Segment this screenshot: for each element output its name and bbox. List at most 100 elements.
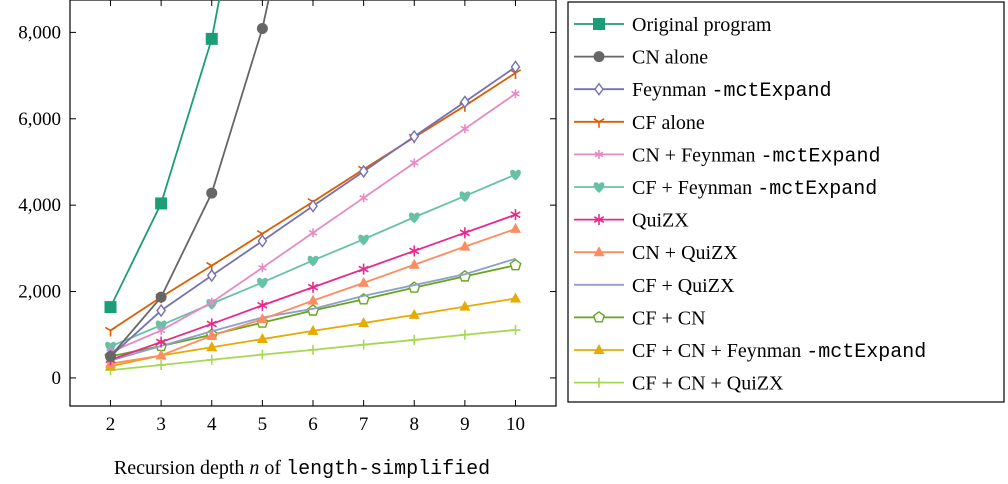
data-point — [358, 164, 369, 179]
legend-label: CF + CN + QuiZX — [632, 373, 784, 395]
data-point — [459, 329, 470, 340]
legend-marker — [593, 18, 605, 30]
legend-label-code: -mctExpand — [761, 145, 881, 168]
legend-marker — [593, 182, 605, 193]
data-point — [409, 334, 420, 345]
x-tick-label: 9 — [460, 414, 470, 435]
series-cn-feynman-mctexpand — [106, 89, 520, 357]
legend-label: CN + QuiZX — [632, 242, 738, 264]
data-point — [459, 227, 471, 239]
legend-marker — [593, 344, 605, 354]
legend-label-code: -mctExpand — [806, 341, 926, 364]
data-point — [510, 209, 521, 221]
data-point — [510, 169, 521, 181]
data-point — [510, 292, 521, 303]
legend-marker — [594, 82, 604, 96]
data-point — [359, 193, 368, 203]
data-point — [510, 60, 521, 74]
series-line — [110, 257, 516, 362]
data-point — [308, 344, 318, 355]
y-tick-label: 8,000 — [18, 22, 61, 43]
legend-label: QuiZX — [632, 210, 689, 232]
data-point — [459, 300, 471, 311]
data-point — [257, 299, 268, 311]
legend-label-text: Feynman — [632, 79, 711, 101]
data-point — [105, 350, 116, 362]
legend-item: CF alone — [574, 112, 705, 134]
data-point — [256, 333, 268, 344]
x-axis-title: Recursion depth n of length-simplified — [114, 457, 490, 481]
y-tick-label: 6,000 — [18, 109, 61, 130]
legend-marker — [593, 246, 605, 257]
data-point — [510, 324, 521, 335]
legend-item: CF + CN — [574, 307, 706, 329]
series-cf-feynman-mctexpand — [105, 169, 521, 353]
y-tick-label: 0 — [52, 368, 62, 389]
legend-item: Feynman -mctExpand — [574, 79, 831, 103]
x-axis-title-part2: of — [259, 457, 286, 479]
legend-marker — [592, 311, 606, 323]
legend-marker — [593, 51, 605, 63]
data-point — [409, 158, 419, 168]
data-point — [460, 124, 470, 134]
data-point — [308, 199, 318, 213]
legend-item: CN + QuiZX — [574, 242, 738, 264]
x-tick-label: 6 — [308, 414, 318, 435]
data-point — [256, 23, 268, 35]
legend-label: Feynman -mctExpand — [632, 79, 831, 103]
data-point — [205, 32, 218, 45]
data-point — [156, 303, 166, 318]
data-point — [409, 245, 420, 257]
legend-label-code: -mctExpand — [711, 80, 831, 103]
x-axis-title-code: length-simplified — [286, 458, 490, 481]
y-tick-label: 4,000 — [18, 195, 61, 216]
data-point — [460, 95, 470, 109]
data-point — [408, 308, 420, 319]
data-point — [258, 263, 267, 273]
data-point — [104, 301, 117, 314]
data-point — [358, 234, 369, 246]
x-axis-title-part1: Recursion depth — [114, 457, 250, 479]
x-tick-label: 7 — [359, 414, 369, 435]
series-feynman-mctexpand — [105, 60, 521, 364]
legend-marker — [593, 214, 605, 226]
data-point — [257, 349, 268, 360]
data-point — [207, 297, 217, 307]
series-cn-quizx — [105, 222, 521, 368]
series-line — [109, 0, 221, 308]
legend: Original program CN alone Feynman -mctExpa… — [574, 14, 926, 395]
data-point — [308, 228, 318, 238]
legend-label: CF + Feynman -mctExpand — [632, 177, 877, 201]
data-point — [459, 191, 471, 203]
data-point — [510, 222, 521, 233]
data-point — [408, 258, 420, 269]
data-point — [408, 212, 420, 224]
data-point — [206, 329, 218, 340]
data-point — [459, 240, 471, 251]
data-point — [358, 276, 370, 287]
x-tick-label: 5 — [258, 414, 268, 435]
data-point — [358, 317, 370, 328]
legend-label-text: CF + Feynman — [632, 177, 757, 199]
data-point — [206, 187, 218, 199]
data-point — [155, 197, 168, 210]
data-point — [307, 281, 319, 293]
x-axis-ticks: 2 3 4 5 6 7 8 9 10 — [106, 0, 525, 435]
legend-label: CN + Feynman -mctExpand — [632, 144, 881, 168]
data-point — [256, 313, 268, 324]
legend-label: CF + CN — [632, 307, 706, 329]
x-tick-label: 4 — [207, 414, 217, 435]
x-tick-label: 10 — [506, 414, 525, 435]
data-point — [509, 258, 522, 271]
legend-marker — [594, 377, 604, 388]
legend-label-code: -mctExpand — [757, 178, 877, 201]
data-point — [156, 325, 166, 335]
data-point — [206, 318, 217, 330]
y-axis-ticks: 0 2,000 4,000 6,000 8,000 — [18, 22, 556, 389]
data-point — [307, 255, 319, 267]
data-point — [104, 326, 117, 337]
series-cn-alone — [105, 0, 270, 362]
y-tick-label: 2,000 — [18, 282, 61, 303]
data-point — [257, 234, 268, 248]
